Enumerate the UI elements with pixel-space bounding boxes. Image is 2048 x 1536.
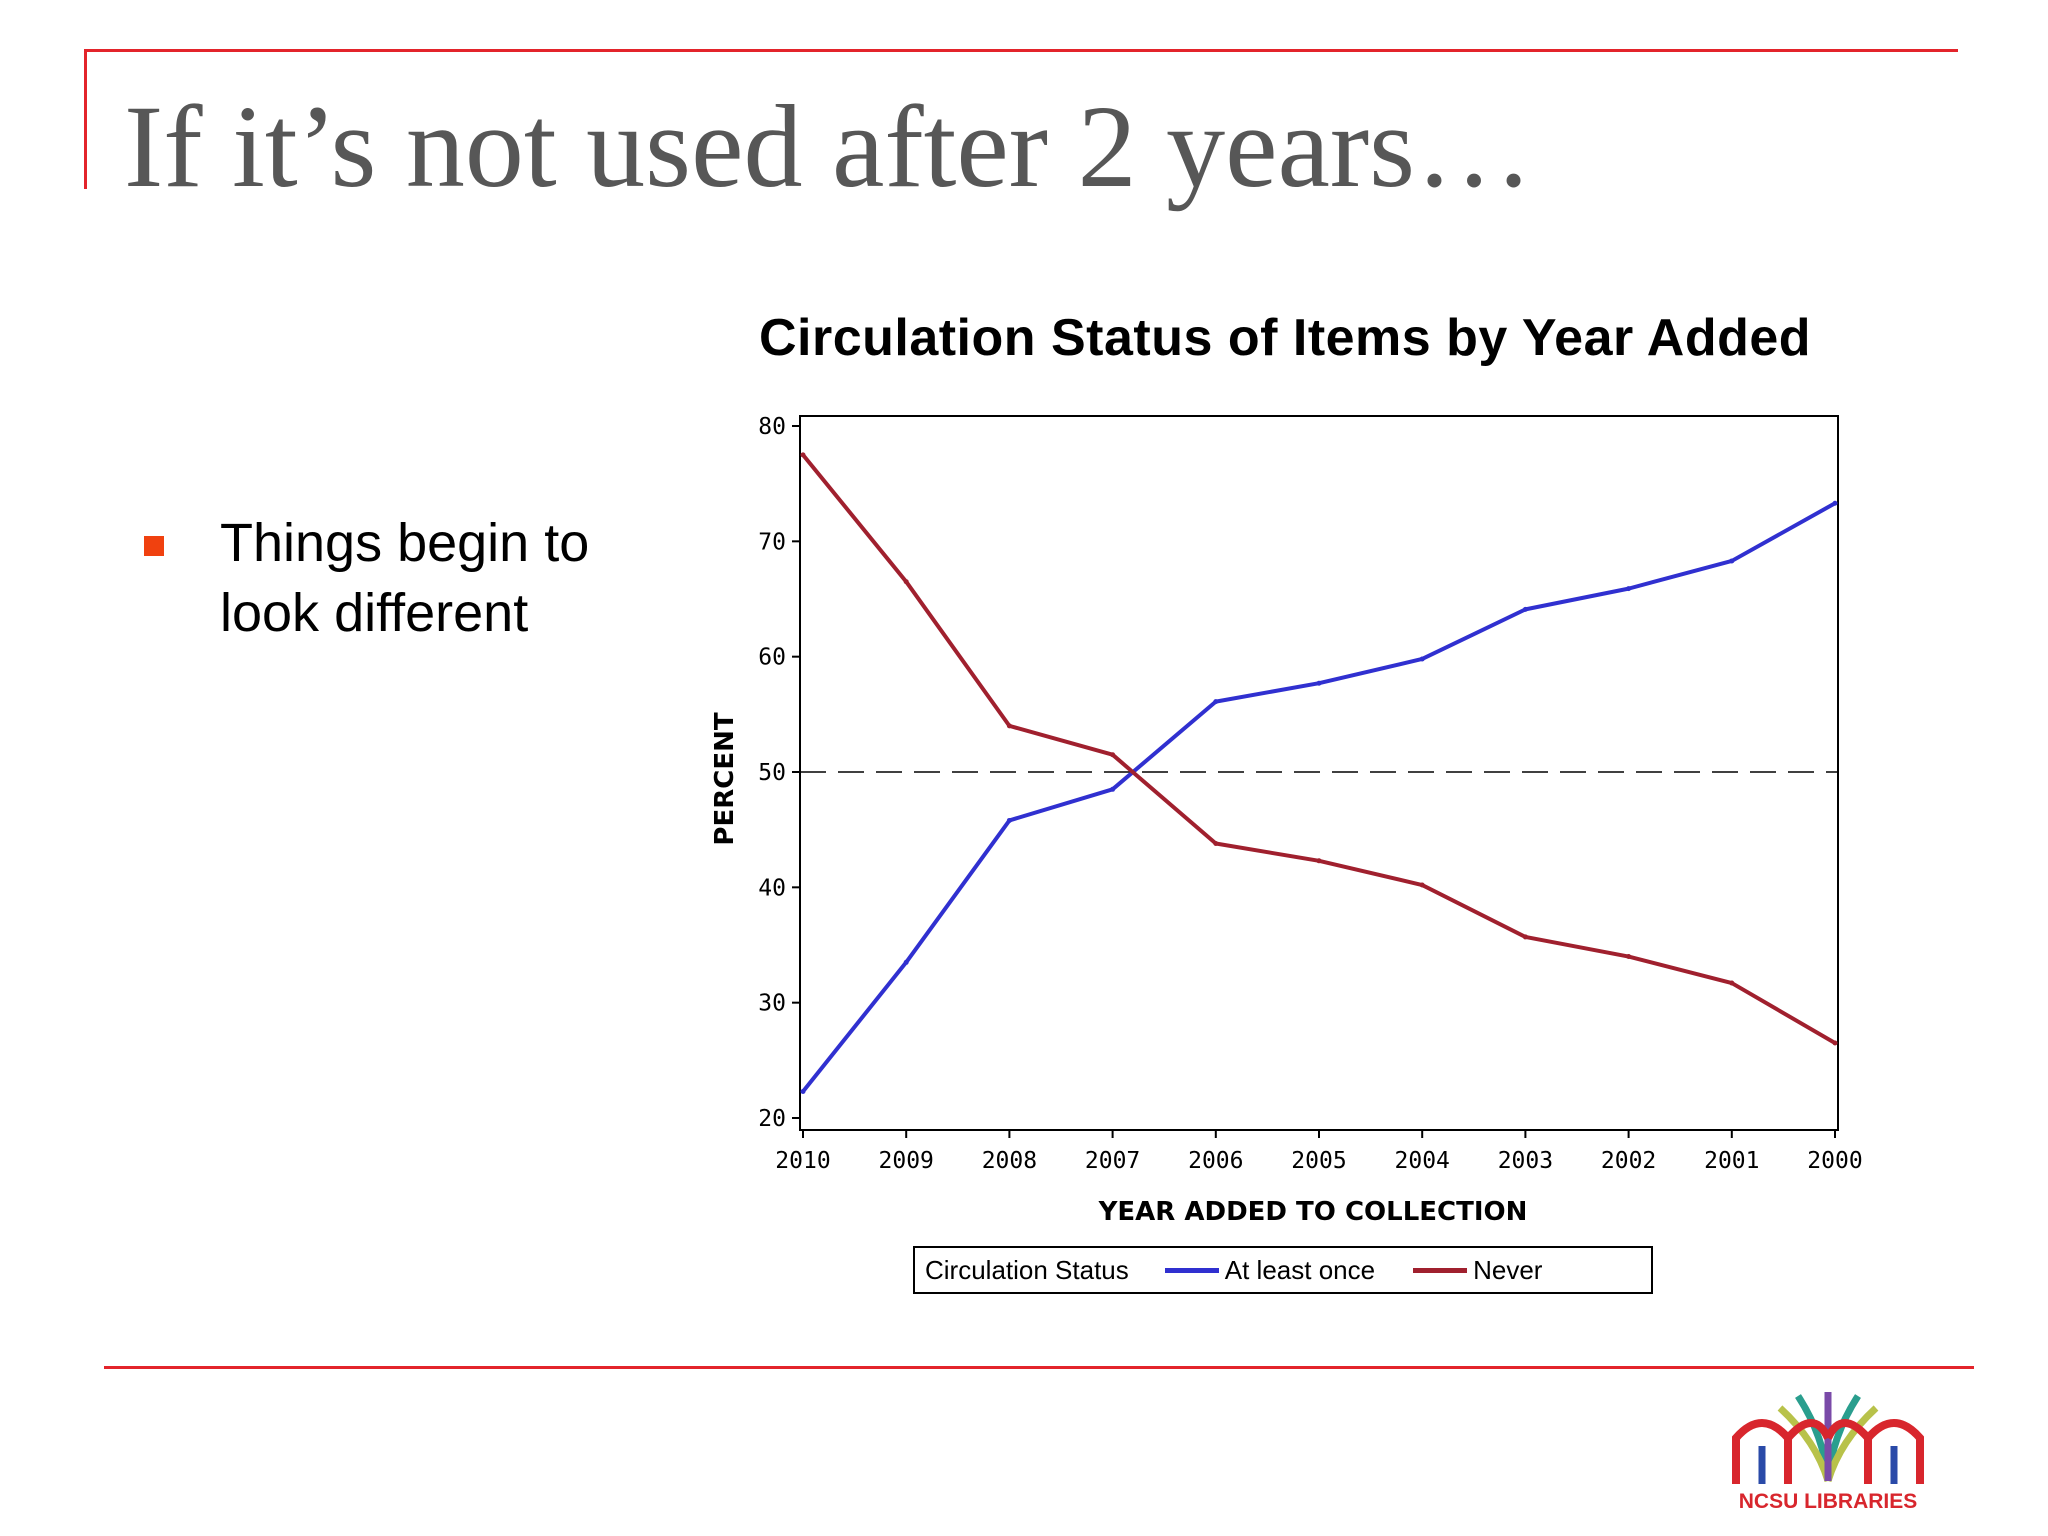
data-point-at-least-once [1110,786,1116,792]
libraries-book-arch-icon [1732,1392,1924,1484]
data-point-at-least-once [1316,680,1322,686]
x-tick-label: 2009 [879,1148,934,1174]
x-tick-label: 2002 [1601,1148,1656,1174]
data-point-never [800,452,806,458]
legend-title: Circulation Status [925,1254,1129,1285]
title-rule-left [84,49,87,189]
logo-text: NCSU LIBRARIES [1738,1490,1918,1513]
x-tick-label: 2003 [1498,1148,1553,1174]
legend-entry-never: Never [1413,1255,1542,1286]
footer-rule [104,1366,1974,1369]
legend-entry-at-least-once: At least once [1164,1254,1376,1286]
x-tick-label: 2010 [775,1148,830,1174]
y-tick-label: 70 [758,529,786,555]
data-point-at-least-once [1522,606,1528,612]
data-point-never [1110,752,1116,758]
x-tick-label: 2004 [1395,1148,1450,1174]
data-point-at-least-once [1419,656,1425,662]
legend-label-at-least-once: At least once [1224,1254,1376,1285]
legend-swatch-never [1413,1267,1468,1273]
data-point-never [1626,954,1632,960]
title-rule [84,49,1958,52]
data-point-at-least-once [1832,500,1838,506]
bullet-item: Things begin to look different [144,508,664,648]
chart-title: Circulation Status of Items by Year Adde… [758,309,1812,367]
bullet-list: Things begin to look different [144,508,664,648]
data-point-at-least-once [800,1088,806,1094]
x-tick-label: 2006 [1188,1148,1243,1174]
y-tick-label: 40 [758,875,786,901]
slide-title: If it’s not used after 2 years… [124,81,1534,212]
plot-frame [799,415,1839,1131]
ncsu-libraries-logo: NCSU LIBRARIES [1728,1386,1928,1514]
square-bullet-icon [144,536,164,556]
data-point-at-least-once [1213,699,1219,705]
data-point-at-least-once [1006,817,1012,823]
data-point-never [1832,1040,1838,1046]
x-tick-label: 2008 [982,1148,1037,1174]
legend-label-never: Never [1473,1254,1543,1285]
x-tick-label: 2000 [1807,1148,1862,1174]
data-point-at-least-once [1729,558,1735,564]
data-point-never [903,579,909,585]
x-tick-label: 2005 [1291,1148,1346,1174]
y-tick-label: 80 [758,414,786,440]
data-point-at-least-once [903,959,909,965]
data-point-never [1729,980,1735,986]
legend-swatch-at-least-once [1164,1267,1219,1273]
chart-legend: Circulation Status At least once Never [913,1246,1653,1294]
data-point-never [1006,723,1012,729]
bullet-text: Things begin to look different [220,513,590,643]
data-point-never [1522,934,1528,940]
data-point-never [1213,841,1219,847]
y-tick-label: 20 [758,1106,786,1132]
data-point-never [1419,882,1425,888]
y-axis-title: PERCENT [710,712,740,845]
x-axis-title: YEAR ADDED TO COLLECTION [1098,1197,1528,1227]
y-tick-label: 30 [758,991,786,1017]
y-tick-label: 60 [758,645,786,671]
x-tick-label: 2001 [1704,1148,1759,1174]
data-point-at-least-once [1626,586,1632,592]
data-point-never [1316,858,1322,864]
x-tick-label: 2007 [1085,1148,1140,1174]
y-tick-label: 50 [758,760,786,786]
